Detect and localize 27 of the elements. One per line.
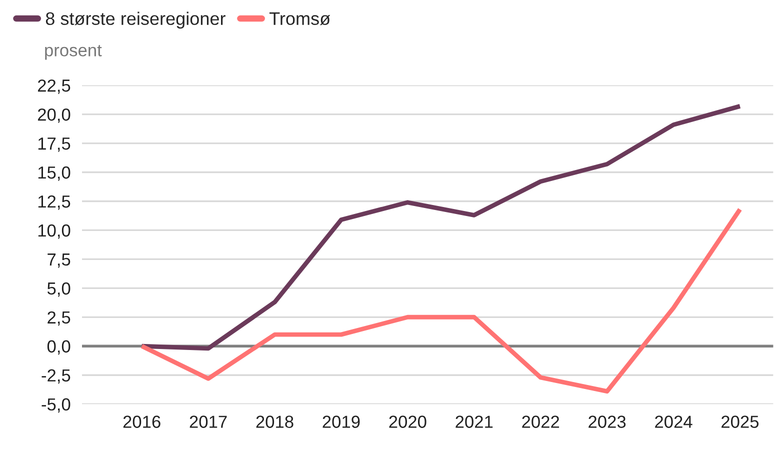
y-tick-label: 10,0 — [38, 224, 70, 239]
x-tick-label: 2016 — [123, 416, 160, 428]
x-tick-label: 2018 — [256, 416, 294, 428]
y-tick-label: 22,5 — [38, 79, 70, 94]
y-tick-label: 7,5 — [48, 254, 70, 268]
y-tick-label: 2,5 — [48, 311, 70, 326]
legend-label: Tromsø — [269, 12, 330, 26]
x-tick-label: 2017 — [190, 416, 227, 428]
x-tick-label: 2024 — [655, 416, 692, 428]
y-tick-label: 17,5 — [38, 138, 70, 152]
y-tick-label: 20,0 — [38, 108, 70, 123]
x-tick-label: 2025 — [722, 416, 759, 428]
x-tick-label: 2019 — [322, 416, 360, 428]
y-tick-label: -5,0 — [42, 398, 70, 413]
y-tick-label: 5,0 — [47, 282, 70, 297]
x-tick-label: 2020 — [389, 416, 426, 428]
y-tick-label: 15,0 — [38, 166, 70, 181]
x-tick-label: 2021 — [456, 416, 493, 428]
y-tick-label: -2,5 — [42, 369, 70, 384]
y-axis-title: prosent — [45, 44, 102, 60]
y-tick-label: 0,0 — [47, 340, 70, 355]
x-tick-label: 2023 — [588, 416, 626, 428]
legend-label: 8 største reiseregioner — [46, 12, 226, 29]
x-tick-label: 2022 — [522, 416, 560, 428]
line-series — [140, 104, 742, 351]
y-tick-label: 12,5 — [38, 195, 70, 210]
line-series — [140, 207, 742, 394]
